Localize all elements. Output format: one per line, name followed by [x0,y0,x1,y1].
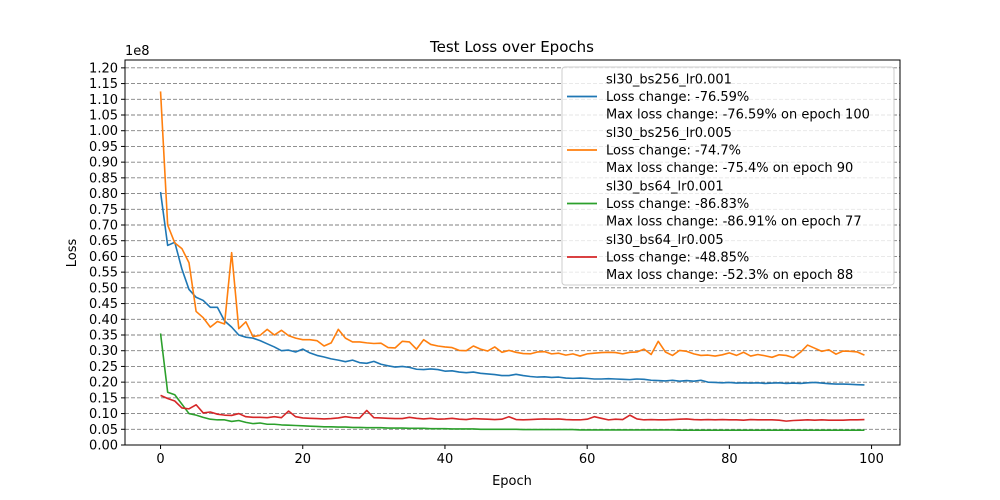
chart-title: Test Loss over Epochs [429,38,594,56]
legend-detail-text: Loss change: -76.59% [606,90,749,105]
legend-detail-text: Loss change: -86.83% [606,197,749,212]
y-tick-label: 0.25 [89,360,118,375]
legend-detail-text: Max loss change: -75.4% on epoch 90 [606,161,853,176]
y-tick-label: 0.75 [89,203,118,218]
y-tick-label: 0.80 [89,187,118,202]
legend-detail-text: Max loss change: -52.3% on epoch 88 [606,268,853,283]
y-tick-label: 1.15 [89,77,118,92]
y-tick-label: 0.00 [89,439,118,454]
legend-detail-text: Max loss change: -76.59% on epoch 100 [606,108,870,123]
y-tick-label: 0.15 [89,391,118,406]
y-tick-label: 0.45 [89,297,118,312]
y-tick-label: 0.60 [89,250,118,265]
y-tick-label: 0.85 [89,171,118,186]
y-tick-label: 0.30 [89,344,118,359]
x-tick-label: 100 [859,452,884,467]
x-tick-label: 0 [156,452,164,467]
y-tick-label: 0.55 [89,266,118,281]
legend-series-name: sl30_bs64_lr0.005 [606,233,724,248]
x-axis: 0 20 40 60 80 100 [156,445,884,467]
y-tick-label: 1.10 [89,93,118,108]
x-tick-label: 20 [294,452,311,467]
y-axis: 0.000.050.100.150.200.250.300.350.400.45… [89,61,125,453]
y-tick-label: 0.40 [89,313,118,328]
x-axis-title: Epoch [492,474,532,489]
y-tick-label: 0.35 [89,329,118,344]
legend-detail-text: Loss change: -48.85% [606,251,749,266]
legend-series-name: sl30_bs256_lr0.001 [606,73,732,88]
y-tick-label: 0.90 [89,156,118,171]
y-scale-label: 1e8 [125,44,150,59]
legend-detail-text: Loss change: -74.7% [606,144,741,159]
y-axis-title: Loss [65,239,80,268]
legend-series-name: sl30_bs256_lr0.005 [606,126,732,141]
y-tick-label: 1.20 [89,61,118,76]
y-tick-label: 1.05 [89,109,118,124]
y-tick-label: 1.00 [89,124,118,139]
legend: sl30_bs256_lr0.001 Loss change: -76.59% Ma… [562,67,894,285]
y-tick-label: 0.20 [89,376,118,391]
series-line-4 [161,395,865,421]
legend-detail-text: Max loss change: -86.91% on epoch 77 [606,215,862,230]
y-tick-label: 0.05 [89,423,118,438]
legend-series-name: sl30_bs64_lr0.001 [606,180,724,195]
y-tick-label: 0.10 [89,407,118,422]
y-tick-label: 0.70 [89,219,118,234]
x-tick-label: 60 [579,452,596,467]
x-tick-label: 40 [437,452,454,467]
x-tick-label: 80 [721,452,738,467]
y-tick-label: 0.50 [89,281,118,296]
y-tick-label: 0.95 [89,140,118,155]
y-tick-label: 0.65 [89,234,118,249]
